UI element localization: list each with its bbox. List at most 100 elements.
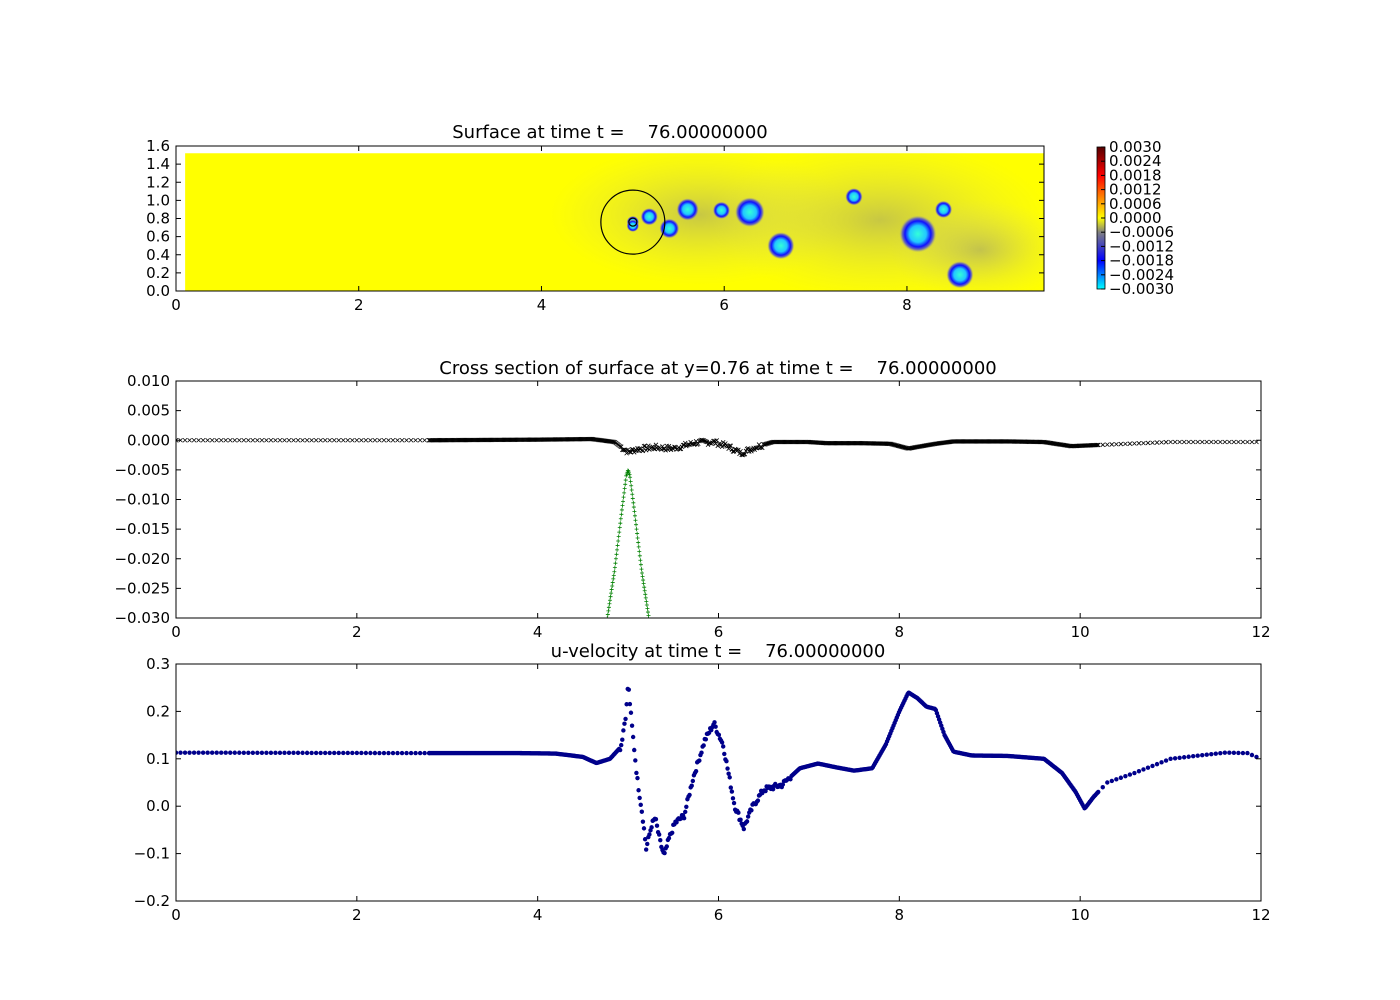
colorbar-tick-label: 0.0024 — [1109, 152, 1162, 170]
velocity-point — [1141, 767, 1146, 772]
cross-section-point — [1105, 442, 1110, 447]
velocity-point — [286, 750, 292, 756]
velocity-point — [626, 687, 632, 692]
velocity-point — [670, 830, 675, 835]
velocity-point — [701, 743, 706, 748]
colorbar-tick-label: −0.0012 — [1109, 237, 1174, 255]
colorbar-tick-label: 0.0000 — [1109, 209, 1162, 227]
velocity-point — [703, 737, 709, 742]
velocity-point — [377, 750, 382, 756]
cross-section-ytick-label: −0.030 — [114, 609, 170, 627]
velocity-point — [622, 721, 627, 726]
cross-section-plus-point — [623, 482, 628, 487]
cross-section-plus-point — [640, 574, 645, 579]
cross-section-point — [246, 437, 251, 443]
velocity-point — [1254, 754, 1259, 760]
velocity-point — [642, 837, 648, 842]
surface-ytick-label: 0.6 — [146, 228, 170, 246]
cross-section-plus-point — [612, 565, 617, 570]
cross-section-point — [1227, 439, 1232, 445]
cross-section-plus-point — [618, 521, 623, 526]
velocity-point — [623, 716, 628, 722]
velocity-point — [336, 750, 341, 756]
cross-section-plus-point — [621, 499, 626, 504]
velocity-point — [327, 750, 332, 756]
velocity-point — [1218, 750, 1223, 756]
velocity-point — [1240, 750, 1246, 756]
cross-section-point — [214, 437, 219, 443]
cross-section-plus-point — [636, 544, 641, 549]
cross-section-point — [417, 437, 423, 443]
cross-section-point — [223, 437, 229, 443]
velocity-ytick-label: −0.2 — [134, 892, 170, 910]
velocity-point — [687, 792, 692, 798]
cross-section-point — [1114, 441, 1119, 447]
cross-section-point — [295, 437, 301, 443]
surface-ytick-label: 1.4 — [146, 155, 170, 173]
velocity-point — [191, 750, 197, 755]
cross-section-point — [728, 443, 734, 449]
cross-section-point — [241, 437, 247, 443]
velocity-point — [178, 750, 183, 755]
cross-section-point — [651, 446, 657, 451]
wavemaker-ring — [600, 189, 666, 255]
velocity-ytick-label: 0.1 — [146, 750, 170, 768]
cross-section-point — [1095, 442, 1101, 448]
cross-section-plus-point — [614, 552, 619, 557]
velocity-point — [205, 750, 210, 755]
cross-section-point — [350, 437, 355, 443]
colorbar-tick-label: 0.0012 — [1109, 181, 1162, 199]
cross-section-point — [205, 437, 210, 443]
cross-section-plus-point — [643, 595, 648, 600]
velocity-xtick-label: 6 — [714, 906, 724, 924]
cross-section-plus-point — [642, 588, 647, 593]
cross-section-point — [368, 437, 373, 443]
cross-section-point — [742, 451, 748, 457]
cross-section-point — [386, 437, 391, 443]
velocity-point — [363, 750, 369, 756]
colorbar-tick-label: −0.0018 — [1109, 252, 1174, 270]
cross-section-plus-point — [608, 598, 612, 603]
cross-section-plus-point — [606, 608, 611, 613]
cross-section-point — [1186, 439, 1191, 445]
cross-section-point — [631, 450, 637, 455]
velocity-point — [413, 750, 418, 756]
velocity-point — [381, 750, 387, 756]
cross-section-plus-point — [619, 512, 624, 517]
cross-section-point — [322, 437, 328, 443]
velocity-point — [632, 747, 637, 753]
cross-section-plus-point — [621, 495, 626, 500]
velocity-point — [780, 782, 786, 787]
velocity-ytick-label: 0.2 — [146, 702, 170, 720]
cross-section-plus-point — [639, 567, 644, 572]
cross-section-plus-point — [637, 549, 642, 554]
velocity-point — [724, 759, 729, 764]
velocity-point — [295, 750, 301, 756]
cross-section-plus-point — [615, 543, 620, 548]
velocity-point — [1227, 750, 1232, 755]
cross-section-ytick-label: −0.025 — [114, 579, 170, 597]
cross-section-point — [1095, 442, 1100, 448]
cross-section-point — [1132, 441, 1137, 446]
velocity-point — [368, 750, 373, 756]
velocity-point — [656, 832, 662, 837]
velocity-point — [736, 810, 741, 815]
velocity-point — [404, 750, 409, 756]
velocity-point — [390, 750, 396, 756]
velocity-point — [332, 750, 337, 756]
colorbar: 0.00300.00240.00180.00120.00060.0000−0.0… — [1096, 138, 1174, 298]
velocity-point — [744, 819, 750, 824]
velocity-point — [728, 785, 733, 790]
surface-xtick-label: 4 — [537, 296, 547, 314]
surface-depression — [946, 261, 974, 289]
cross-section-point — [1094, 442, 1099, 448]
velocity-point — [699, 750, 704, 755]
cross-section-point — [200, 437, 206, 443]
velocity-point — [408, 750, 414, 756]
surface-ytick-label: 0.0 — [146, 282, 170, 300]
colorbar-tick-label: 0.0018 — [1109, 166, 1162, 184]
cross-section-panel: Cross section of surface at y=0.76 at ti… — [114, 358, 1270, 641]
cross-section-plus-point — [617, 530, 622, 535]
velocity-point — [634, 770, 639, 776]
velocity-point — [726, 771, 731, 776]
